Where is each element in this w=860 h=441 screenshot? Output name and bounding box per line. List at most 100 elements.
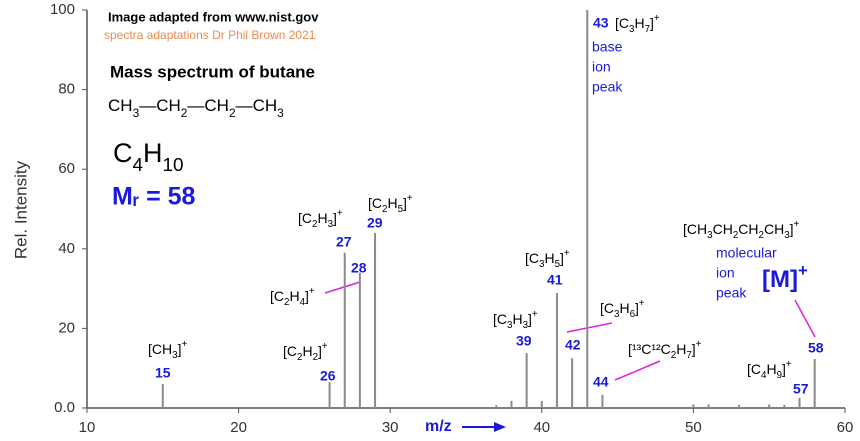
ion-label: [C3H3]+ [493,309,538,331]
mz-label: 44 [593,374,609,390]
text-part: ] [560,250,564,266]
text-part: H [512,311,522,327]
text-part: + [654,13,660,24]
text-part: —CH [187,96,229,115]
text-part: CH [738,221,758,237]
text-part: 4 [133,155,144,176]
ion-label: [C3H7]+ [615,13,660,35]
text-part: ] [650,15,654,31]
ion-label: [C4H9]+ [747,359,792,381]
mz-label: 41 [547,272,563,288]
text-part: 4 [300,297,306,308]
y-axis-label: Rel. Intensity [11,160,30,259]
text-part: H [619,300,629,316]
text-part: 2 [671,350,676,361]
text-part: [C [283,343,297,359]
x-tick-label: 10 [79,419,96,436]
note: molecular [716,245,777,261]
text-part: [CH [683,221,707,237]
text-part: + [309,286,315,297]
text-part: 3 [784,230,790,241]
ion-label: [C3H5]+ [525,248,570,270]
note: base [592,39,623,55]
text-part: 7 [645,24,650,35]
text-part: 3 [629,24,635,35]
arrow-head [494,422,506,432]
text-part: H [302,343,312,359]
source: Image adapted from www.nist.gov [108,9,319,24]
mz-label: 58 [808,340,824,356]
mz-label: 29 [367,215,383,231]
text-part: ] [403,195,407,211]
text-part: + [181,339,187,350]
text-part: 3 [133,106,140,120]
text-part: 3 [523,320,529,331]
x-tick-label: 60 [837,419,854,436]
ion-label: [C3H6]+ [600,298,645,320]
text-part: 6 [630,309,636,320]
text-part: 2 [229,106,236,120]
text-part: 2 [382,204,387,215]
text-part: [C [600,300,614,316]
text-part: ] [528,311,532,327]
x-tick-label: 20 [230,419,247,436]
ion-label: [C2H2]+ [283,341,328,363]
text-part: H [387,195,397,211]
text-part: 3 [707,230,713,241]
text-part: 2 [313,352,318,363]
mz-label: 43 [593,15,609,31]
relative-mass: Mᵣ = 58 [112,183,196,211]
mz-label: 28 [351,260,367,276]
y-tick-label: 100 [50,1,75,18]
mz-label: 57 [793,381,809,397]
text-part: CH [713,221,733,237]
text-part: H [143,138,163,168]
text-part: 2 [297,352,302,363]
chart-title: Mass spectrum of butane [110,62,315,81]
text-part: 2 [181,106,188,120]
pointer [614,360,661,381]
ion-label: [¹³C¹²C2H7]+ [628,339,702,361]
text-part: + [337,208,343,219]
text-part: H [289,288,299,304]
text-part: ] [692,341,696,357]
note: ion [716,265,735,281]
text-part: 7 [686,350,691,361]
text-part: 9 [777,370,782,381]
text-part: 5 [555,259,561,270]
text-part: [C [615,15,629,31]
structure: CH3—CH2—CH2—CH3 [108,96,284,120]
text-part: 3 [614,309,620,320]
text-part: + [532,309,538,320]
text-part: [C [747,361,761,377]
mz-label: 27 [336,234,352,250]
text-part: [C [270,288,284,304]
formula: C4H10 [113,138,184,175]
text-part: H [544,250,554,266]
ion-label: [C2H4]+ [270,286,315,308]
pointer [794,299,816,338]
text-part: + [798,261,808,280]
text-part: [C [525,250,539,266]
text-part: [M] [762,266,798,293]
text-part: 3 [172,350,178,361]
text-part: ] [318,343,322,359]
text-part: + [564,248,570,259]
mz-label: 26 [320,368,336,384]
mz-label: 39 [516,333,532,349]
y-tick-label: 0.0 [54,399,75,416]
text-part: + [639,298,645,309]
text-part: ] [333,210,337,226]
text-part: CH [764,221,784,237]
ion-label: [C2H5]+ [368,193,413,215]
text-part: —CH [139,96,181,115]
text-part: + [407,193,413,204]
text-part: + [786,359,792,370]
text-part: H [317,210,327,226]
text-part: [¹³C¹²C [628,341,671,357]
text-part: + [696,339,702,350]
text-part: + [794,219,800,230]
text-part: H [766,361,776,377]
text-part: 3 [507,320,513,331]
